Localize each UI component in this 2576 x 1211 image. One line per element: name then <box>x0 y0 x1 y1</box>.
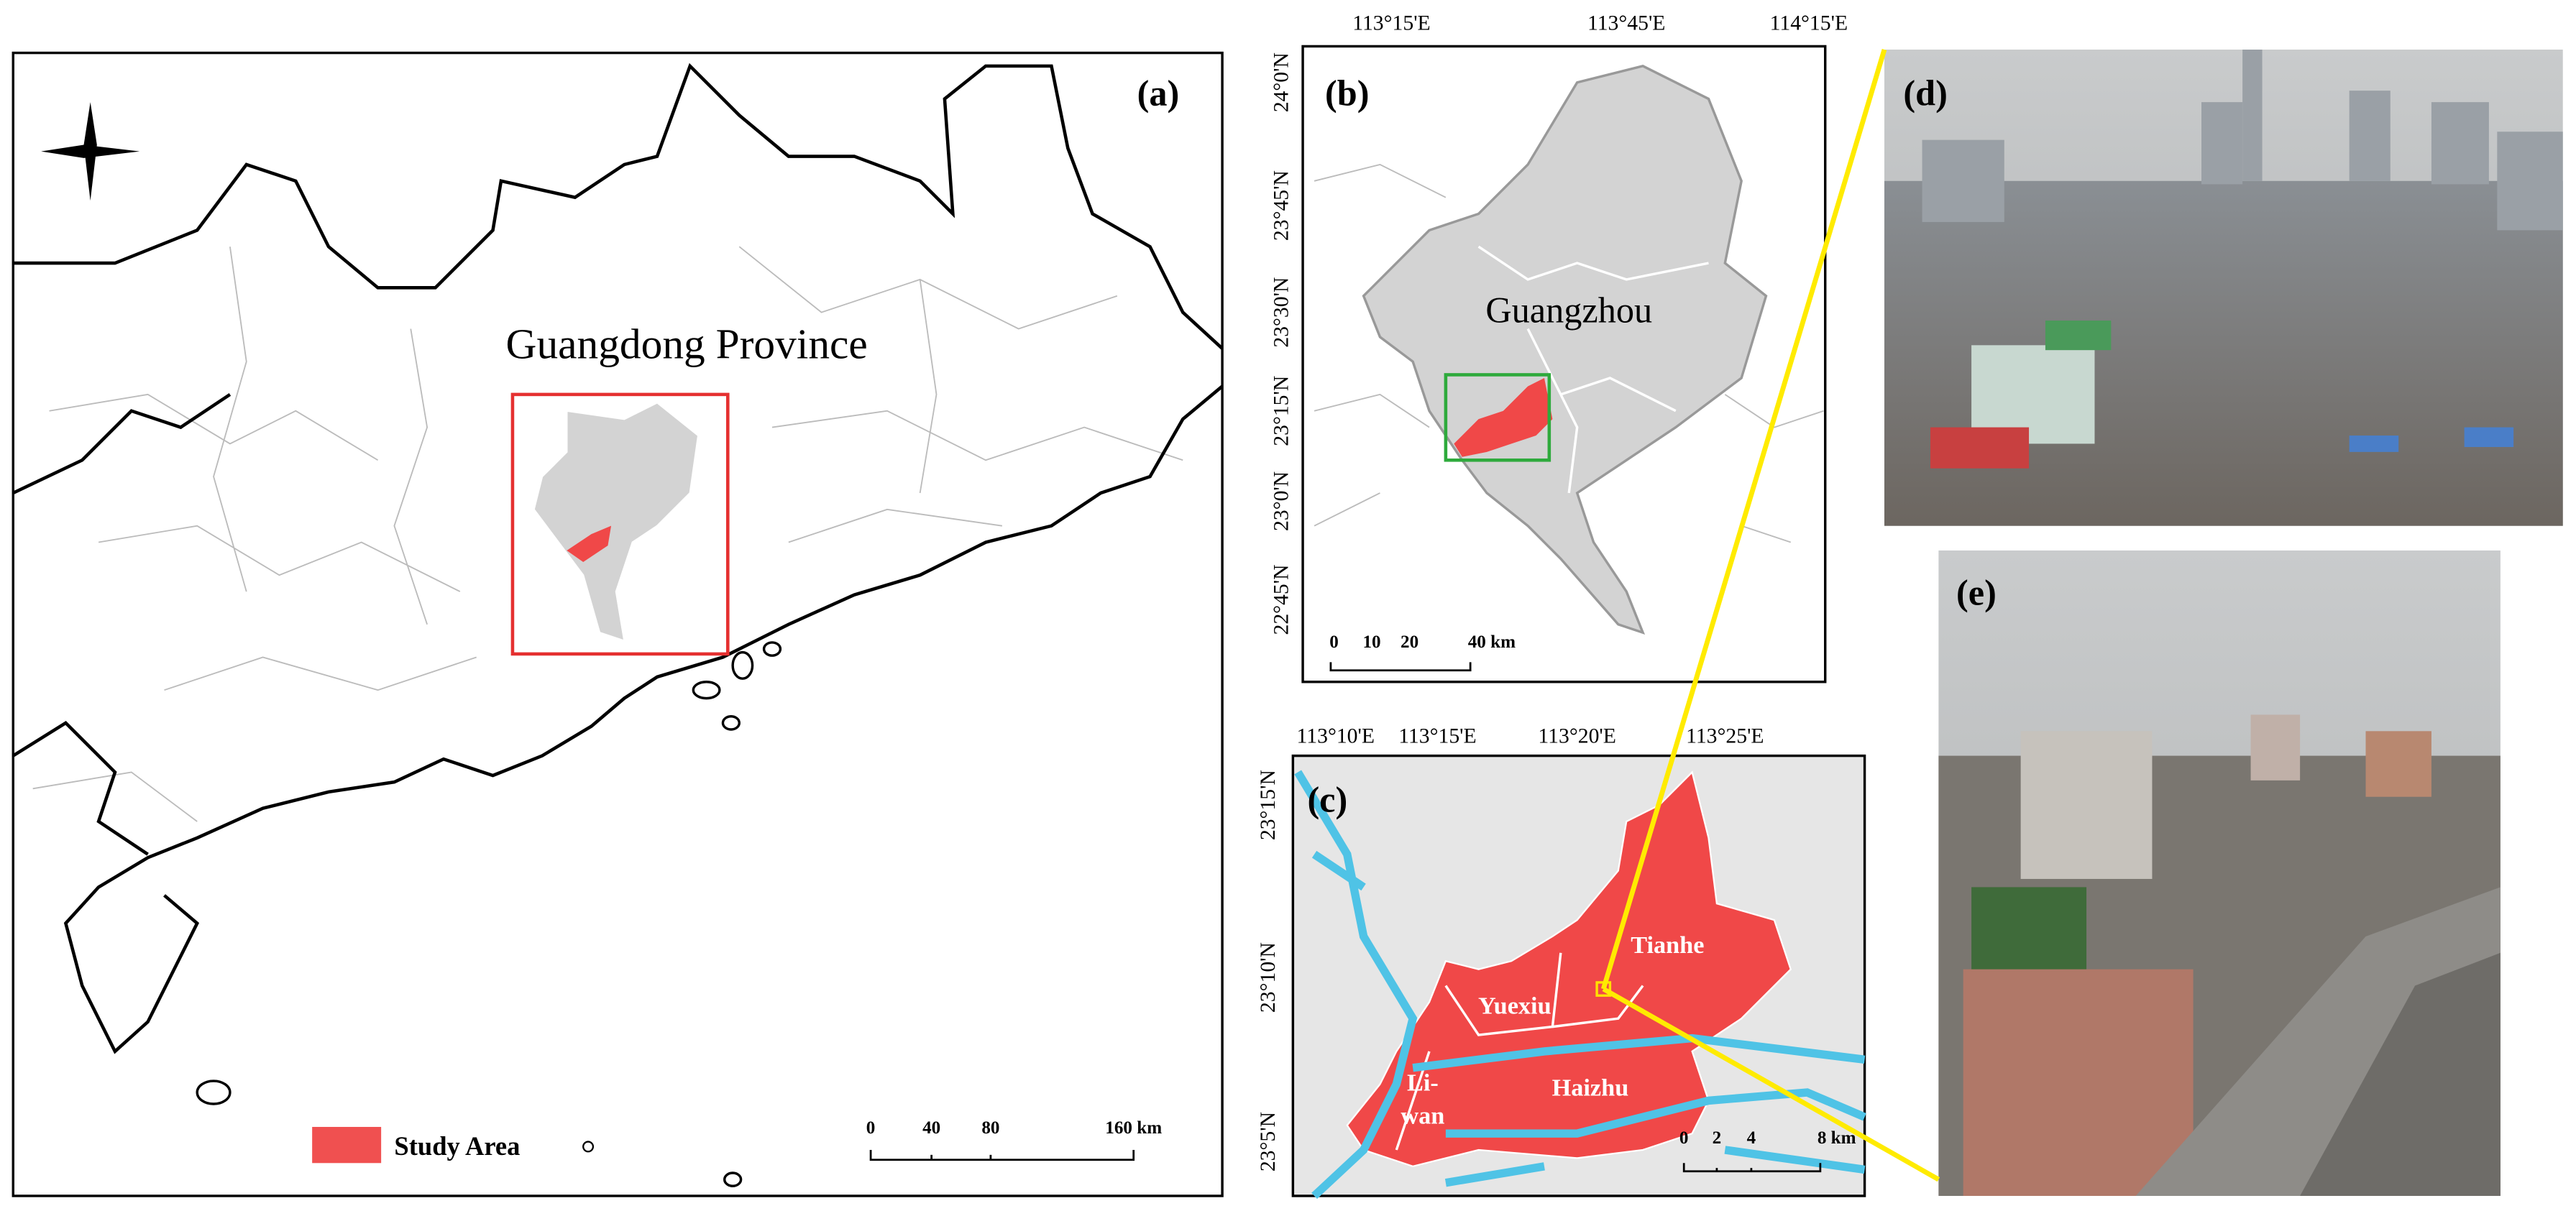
panel-label: (e) <box>1956 572 1997 612</box>
study-area <box>1346 770 1792 1168</box>
scale-label: 4 <box>1747 1128 1756 1148</box>
panel-e: (e) <box>1938 550 2501 1196</box>
scale-bar-part <box>869 1150 1135 1161</box>
study-area <box>567 525 612 562</box>
extent-box <box>510 392 730 656</box>
photo-buildings <box>1922 50 2563 469</box>
photo-buildings-part <box>2431 102 2489 185</box>
latitude-label: 23°10'N <box>1257 942 1280 1013</box>
legend-swatch <box>312 1127 382 1164</box>
photo-buildings-part <box>1930 427 2030 469</box>
latitude-label: 23°30'N <box>1270 277 1293 348</box>
islands-part <box>731 650 754 680</box>
longitude-label: 113°20'E <box>1538 724 1615 747</box>
connector-lines-part <box>1600 49 1887 990</box>
panel-label: (b) <box>1325 73 1369 114</box>
panel-label: (c) <box>1307 779 1347 819</box>
scale-label: 40 km <box>1468 632 1516 652</box>
scale-label: 0 <box>1679 1128 1689 1148</box>
study-area <box>1454 378 1553 457</box>
scale-label: 0 <box>1329 632 1339 652</box>
latitude-label: 23°0'N <box>1270 471 1293 531</box>
connector-lines <box>1600 49 1940 1182</box>
islands-part <box>762 641 782 657</box>
coastline <box>63 385 1224 1054</box>
panel-d: (d) <box>1884 50 2563 526</box>
panel-a: (a) Guangdong Province Study Area 0 40 80 1… <box>12 51 1224 1197</box>
photo-buildings-part <box>2242 50 2263 181</box>
longitude-label: 113°45'E <box>1587 12 1665 35</box>
scale-label: 0 <box>866 1118 876 1138</box>
islands-part <box>692 681 721 700</box>
photo-buildings-part <box>2464 427 2514 447</box>
scale-label: 80 <box>981 1118 999 1138</box>
longitude-label: 113°15'E <box>1352 12 1430 35</box>
panel-label: (a) <box>1137 73 1180 114</box>
photo-buildings <box>1938 714 2501 1196</box>
scale-label: 40 <box>922 1118 940 1138</box>
province-border <box>13 63 1224 350</box>
islands-part <box>196 1079 232 1105</box>
islands-part <box>723 1171 743 1187</box>
photo-buildings-part <box>2045 321 2112 351</box>
photo-buildings-part <box>2349 435 2399 452</box>
photo-buildings-part <box>2300 952 2501 1196</box>
district-label: Yuexiu <box>1478 992 1551 1019</box>
panel-b: (b) Guangzhou 0 10 20 40 km <box>1301 45 1827 683</box>
guangzhou-area <box>533 401 700 643</box>
connector-lines-part <box>1602 987 1940 1182</box>
west-border <box>12 720 149 856</box>
scale-label: 2 <box>1713 1128 1722 1148</box>
islands <box>196 641 782 1187</box>
scale-label: 10 <box>1362 632 1380 652</box>
longitude-label: 114°15'E <box>1770 12 1848 35</box>
photo-buildings-part <box>1963 969 2194 1196</box>
longitude-label: 113°25'E <box>1686 724 1764 747</box>
district-label: Tianhe <box>1631 931 1704 959</box>
city-name: Guangzhou <box>1485 290 1652 330</box>
latitude-label: 23°45'N <box>1270 170 1293 241</box>
photo-buildings-part <box>2497 132 2563 231</box>
district-label: Li- <box>1407 1069 1439 1097</box>
north-arrow-part <box>41 144 140 158</box>
district-label: Haizhu <box>1552 1074 1629 1102</box>
legend-text: Study Area <box>394 1131 520 1161</box>
guangzhou-area <box>1362 65 1768 635</box>
county-lines <box>32 246 1183 822</box>
scale-label: 160 km <box>1105 1118 1162 1138</box>
scale-label: 20 <box>1401 632 1418 652</box>
northwest-border <box>12 392 232 495</box>
north-arrow <box>41 102 140 201</box>
panel-label: (d) <box>1903 73 1947 114</box>
district-label: wan <box>1401 1102 1444 1129</box>
legend-dot <box>582 1141 595 1153</box>
latitude-label: 23°5'N <box>1257 1112 1280 1171</box>
district-lines <box>1477 245 1709 494</box>
photo-buildings-part <box>2201 102 2243 185</box>
latitude-label: 23°15'N <box>1270 376 1293 446</box>
county-lines <box>1314 163 1824 543</box>
province-name: Guangdong Province <box>506 321 868 368</box>
latitude-label: 24°0'N <box>1270 52 1293 112</box>
photo-buildings-part <box>2349 91 2391 181</box>
photo-buildings-part <box>1922 139 2004 222</box>
scale-bar-part <box>1329 662 1472 672</box>
photo-buildings-part <box>2250 714 2301 781</box>
latitude-label: 22°45'N <box>1270 564 1293 635</box>
scale-bar-part <box>1682 1163 1822 1173</box>
islands-part <box>721 715 741 731</box>
rivers <box>1294 770 1866 1200</box>
extent-box <box>1444 373 1551 462</box>
longitude-label: 113°10'E <box>1297 724 1375 747</box>
scale-bar: 0 10 20 40 km <box>1329 632 1516 672</box>
photo-buildings-part <box>2365 731 2431 797</box>
scale-bar: 0 40 80 160 km <box>866 1118 1162 1161</box>
longitude-label: 113°15'E <box>1398 724 1476 747</box>
photo-buildings-part <box>2020 731 2153 879</box>
latitude-label: 23°15'N <box>1257 770 1280 840</box>
